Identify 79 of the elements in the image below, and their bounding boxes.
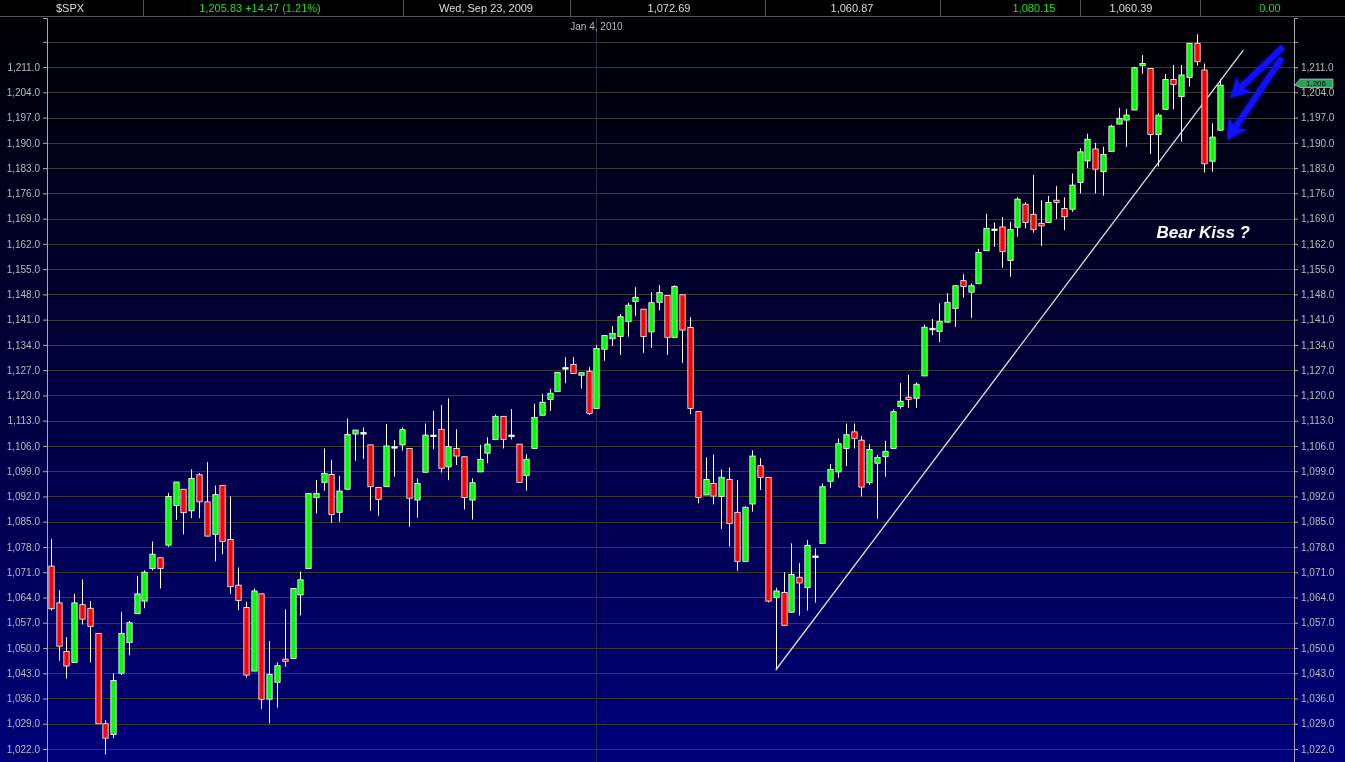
y-tick-label: 1,183.0 [6, 162, 41, 174]
y2-tick-label: 1,127.0 [1301, 364, 1335, 376]
y2-tick-label: 1,064.0 [1301, 592, 1335, 604]
y-tick-label: 1,029.0 [6, 718, 41, 730]
y-tick-label: 1,043.0 [6, 667, 41, 679]
annotation: Bear Kiss ? [1156, 223, 1251, 242]
y-tick-label: 1,169.0 [6, 213, 41, 225]
y2-tick-label: 1,155.0 [1301, 263, 1335, 275]
text: 1,080.15 [1012, 2, 1056, 14]
y2-tick-label: 1,148.0 [1301, 289, 1335, 301]
y2-tick-label: 1,113.0 [1301, 415, 1335, 427]
candlestick [477, 444, 484, 473]
y2-tick-label: 1,134.0 [1301, 339, 1335, 351]
y-tick-label: 1,050.0 [6, 642, 41, 654]
y2-tick-label: 1,050.0 [1301, 642, 1335, 654]
y2-tick-label: 1,162.0 [1301, 238, 1335, 250]
y2-tick-label: 1,183.0 [1301, 162, 1335, 174]
y2-tick-label: 1,057.0 [1301, 617, 1335, 629]
chart-title: $SPX [55, 2, 85, 14]
candlestick [375, 486, 382, 517]
y-tick-label: 1,162.0 [6, 238, 41, 250]
y-tick-label: 1,120.0 [6, 390, 41, 402]
candlestick [632, 286, 639, 317]
y-tick-label: 1,099.0 [6, 465, 41, 477]
candlestick [484, 436, 491, 464]
y-tick-label: 1,197.0 [6, 112, 41, 124]
y2-tick-label: 1,099.0 [1301, 465, 1335, 477]
y2-tick-label: 1,078.0 [1301, 541, 1335, 553]
y2-tick-label: 1,022.0 [1301, 743, 1335, 755]
candlestick [282, 608, 289, 668]
candlestick [399, 427, 406, 452]
text: 1,206 [1305, 79, 1327, 88]
candlestick [547, 388, 554, 412]
y-tick-label: 1,022.0 [6, 743, 41, 755]
y2-tick-label: 1,190.0 [1301, 137, 1335, 149]
y-tick-label: 1,092.0 [6, 491, 41, 503]
y2-tick-label: 1,197.0 [1301, 112, 1335, 124]
candlestick [554, 371, 561, 392]
y2-tick-label: 1,211.0 [1301, 61, 1335, 73]
candlestick [539, 393, 546, 416]
y-tick-label: 1,134.0 [6, 339, 41, 351]
candlestick [897, 382, 904, 410]
y2-tick-label: 1,036.0 [1301, 693, 1335, 705]
y2-tick-label: 1,141.0 [1301, 314, 1335, 326]
y-tick-label: 1,036.0 [6, 693, 41, 705]
y2-tick-label: 1,085.0 [1301, 516, 1335, 528]
text: 1,072.69 [647, 2, 691, 14]
text: 1,060.39 [1109, 2, 1153, 14]
x-tick-label: Jan 4, 2010 [570, 21, 624, 32]
y2-tick-label: 1,071.0 [1301, 566, 1335, 578]
text: 1,060.87 [830, 2, 874, 14]
y-tick-label: 1,211.0 [7, 61, 41, 73]
y-tick-label: 1,148.0 [6, 289, 41, 301]
y-tick-label: 1,064.0 [6, 592, 41, 604]
y2-tick-label: 1,120.0 [1301, 390, 1335, 402]
y-tick-label: 1,190.0 [6, 137, 41, 149]
y2-tick-label: 1,204.0 [1301, 87, 1335, 99]
y-tick-label: 1,141.0 [6, 314, 41, 326]
y-tick-label: 1,106.0 [6, 440, 41, 452]
y-tick-label: 1,057.0 [6, 617, 41, 629]
candlestick [1139, 54, 1146, 75]
y-tick-label: 1,113.0 [7, 415, 41, 427]
y2-tick-label: 1,169.0 [1301, 213, 1335, 225]
y-tick-label: 1,204.0 [6, 87, 41, 99]
text: Wed, Sep 23, 2009 [439, 2, 533, 14]
y2-tick-label: 1,029.0 [1301, 718, 1335, 730]
y2-tick-label: 1,092.0 [1301, 491, 1335, 503]
text: 1,205.83 +14.47 (1.21%) [199, 2, 321, 14]
y-tick-label: 1,085.0 [6, 516, 41, 528]
y2-tick-label: 1,043.0 [1301, 667, 1335, 679]
y-tick-label: 1,127.0 [6, 364, 41, 376]
candlestick [882, 440, 889, 478]
y-tick-label: 1,176.0 [6, 188, 41, 200]
y-tick-label: 1,071.0 [6, 566, 41, 578]
text: 0.00 [1259, 2, 1281, 14]
y2-tick-label: 1,176.0 [1301, 188, 1335, 200]
y-tick-label: 1,155.0 [6, 263, 41, 275]
y2-tick-label: 1,106.0 [1301, 440, 1335, 452]
y-tick-label: 1,078.0 [6, 541, 41, 553]
